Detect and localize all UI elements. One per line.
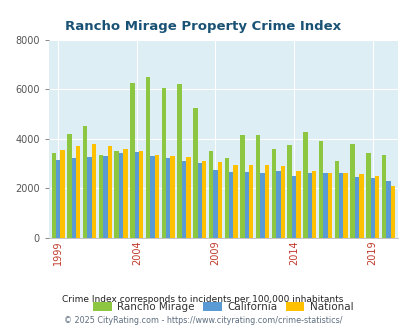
Bar — [119, 153, 123, 238]
Bar — [354, 177, 358, 238]
Bar — [228, 172, 233, 238]
Bar — [256, 135, 260, 238]
Bar — [249, 165, 253, 238]
Bar — [217, 162, 222, 238]
Bar — [271, 148, 275, 238]
Bar — [92, 144, 96, 238]
Bar — [177, 84, 181, 238]
Bar — [213, 170, 217, 238]
Bar — [150, 156, 154, 238]
Bar — [296, 171, 300, 238]
Bar — [280, 166, 284, 238]
Bar — [244, 172, 249, 238]
Bar — [114, 151, 119, 238]
Bar — [51, 153, 56, 238]
Bar — [76, 146, 80, 238]
Bar — [166, 158, 170, 238]
Bar — [224, 158, 228, 238]
Bar — [139, 151, 143, 238]
Bar — [365, 153, 370, 238]
Bar — [385, 181, 390, 238]
Bar — [181, 161, 186, 238]
Bar — [201, 161, 206, 238]
Bar — [327, 173, 331, 238]
Bar — [170, 156, 175, 238]
Text: © 2025 CityRating.com - https://www.cityrating.com/crime-statistics/: © 2025 CityRating.com - https://www.city… — [64, 316, 341, 325]
Bar — [343, 173, 347, 238]
Bar — [240, 135, 244, 238]
Bar — [103, 156, 107, 238]
Bar — [197, 163, 201, 238]
Bar — [287, 145, 291, 238]
Bar — [275, 171, 280, 238]
Bar — [334, 161, 338, 238]
Bar — [134, 152, 139, 238]
Bar — [145, 77, 150, 238]
Bar — [87, 157, 92, 238]
Bar — [374, 176, 378, 238]
Bar — [193, 108, 197, 238]
Bar — [56, 160, 60, 238]
Bar — [123, 148, 127, 238]
Text: Rancho Mirage Property Crime Index: Rancho Mirage Property Crime Index — [65, 20, 340, 33]
Text: Crime Index corresponds to incidents per 100,000 inhabitants: Crime Index corresponds to incidents per… — [62, 295, 343, 304]
Bar — [233, 165, 237, 238]
Bar — [83, 126, 87, 238]
Bar — [98, 155, 103, 238]
Legend: Rancho Mirage, California, National: Rancho Mirage, California, National — [89, 298, 356, 316]
Bar — [107, 146, 112, 238]
Bar — [154, 155, 159, 238]
Bar — [318, 141, 322, 238]
Bar — [161, 88, 166, 238]
Bar — [350, 144, 354, 238]
Bar — [260, 173, 264, 238]
Bar — [72, 158, 76, 238]
Bar — [381, 155, 385, 238]
Bar — [338, 173, 343, 238]
Bar — [311, 171, 315, 238]
Bar — [67, 134, 72, 238]
Bar — [208, 151, 213, 238]
Bar — [291, 176, 296, 238]
Bar — [186, 157, 190, 238]
Bar — [130, 83, 134, 238]
Bar — [307, 173, 311, 238]
Bar — [264, 165, 269, 238]
Bar — [303, 132, 307, 238]
Bar — [390, 185, 394, 238]
Bar — [370, 178, 374, 238]
Bar — [358, 175, 363, 238]
Bar — [322, 173, 327, 238]
Bar — [60, 150, 65, 238]
